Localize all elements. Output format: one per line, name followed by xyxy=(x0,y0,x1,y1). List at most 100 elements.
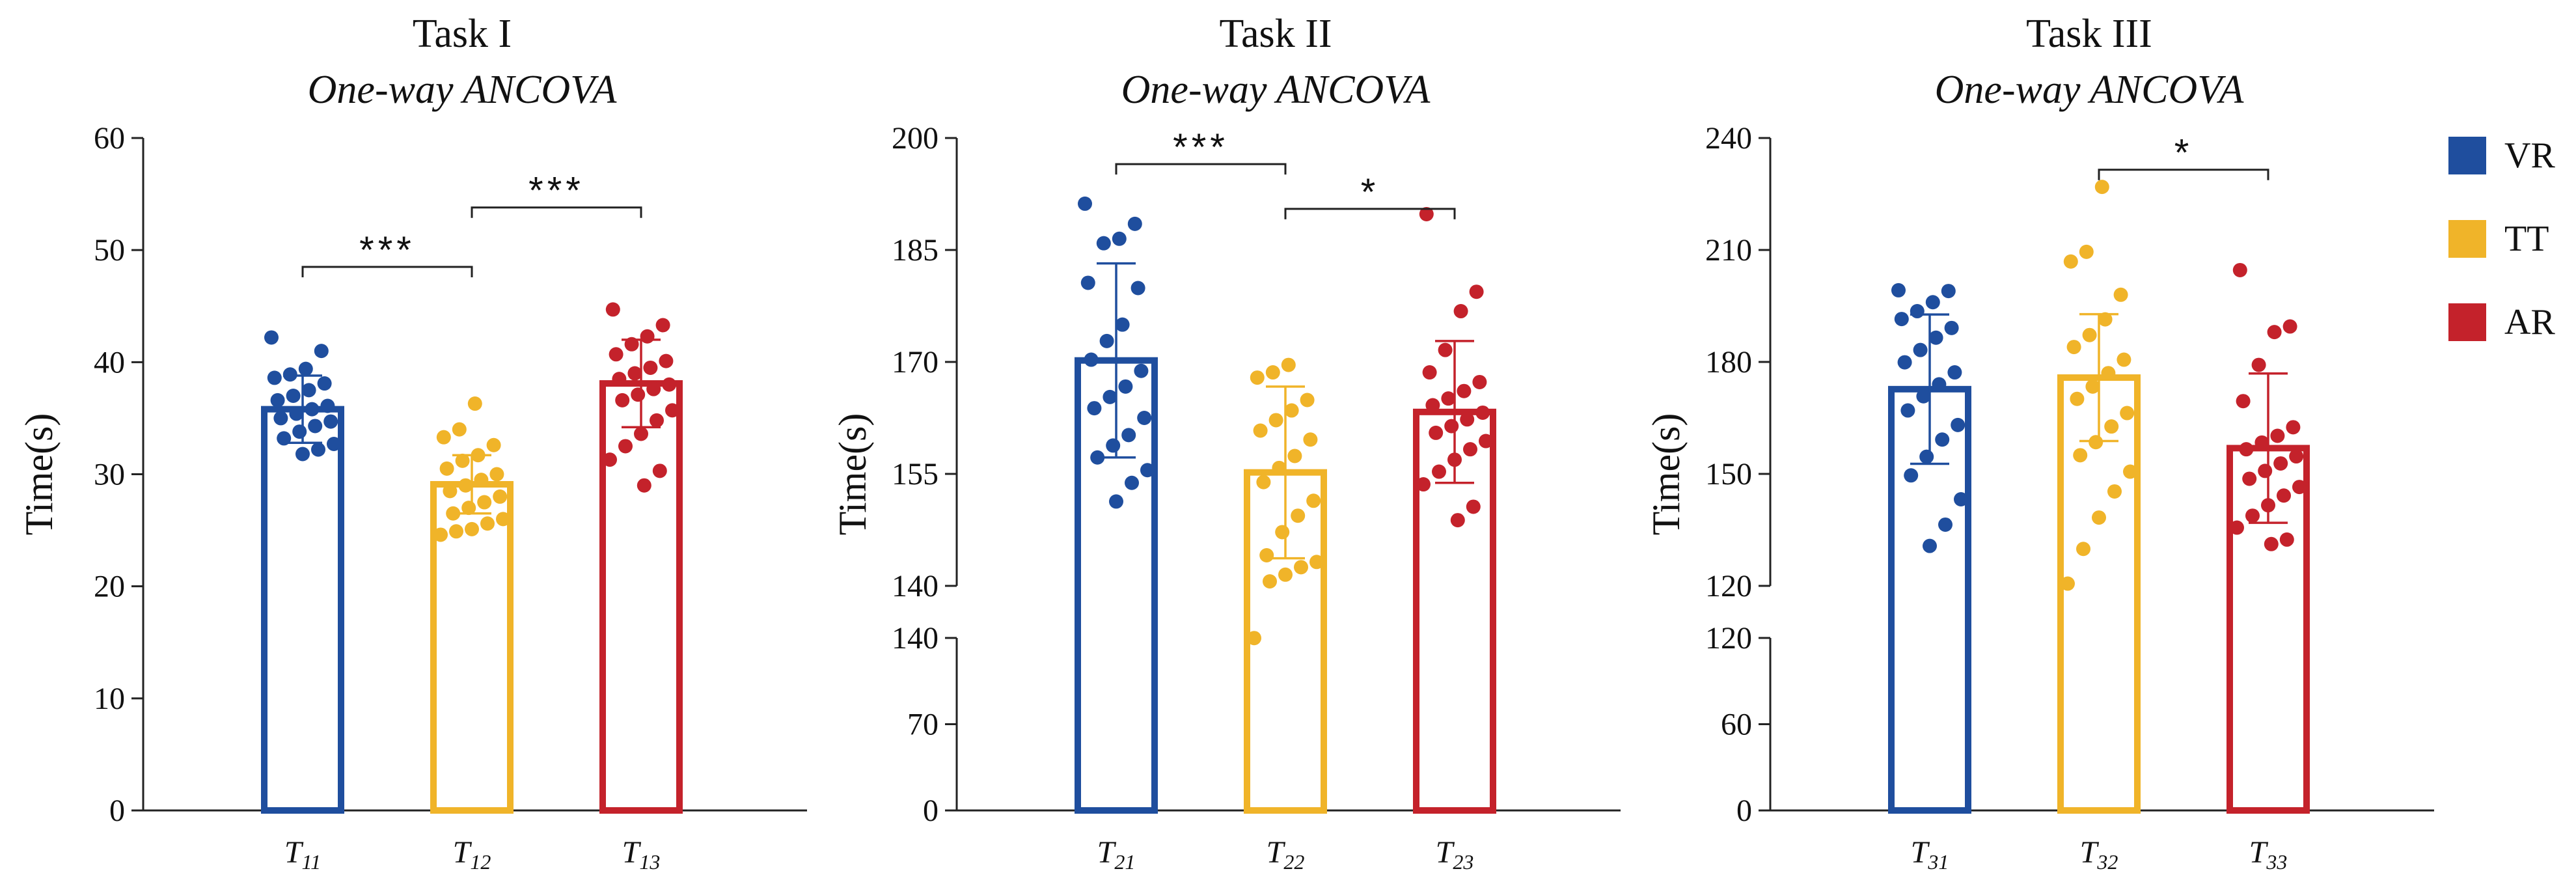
data-point xyxy=(2082,327,2097,342)
data-point xyxy=(1925,295,1940,310)
data-point xyxy=(1137,411,1152,425)
data-point xyxy=(1130,281,1145,296)
data-point xyxy=(2123,464,2137,479)
data-point xyxy=(455,453,470,468)
data-point xyxy=(1928,330,1943,345)
data-point xyxy=(1291,508,1306,523)
data-point xyxy=(308,419,323,434)
y-tick-label: 120 xyxy=(1705,569,1752,603)
data-point xyxy=(1441,391,1456,406)
data-point xyxy=(1447,452,1462,467)
data-point xyxy=(1259,547,1274,562)
data-point xyxy=(2236,394,2251,409)
y-tick-label: 20 xyxy=(94,570,125,604)
data-point xyxy=(2261,498,2275,513)
data-point xyxy=(1247,631,1261,646)
data-point xyxy=(1416,477,1431,492)
chart-title: Task I xyxy=(413,12,512,56)
data-point xyxy=(1115,317,1130,332)
data-point xyxy=(1134,363,1149,378)
data-point xyxy=(1944,320,1959,335)
chart-panel-1: Task I One-way ANCOVA 0 10 20 30 40 50 60 Time(s)… xyxy=(18,12,807,874)
y-tick-label: 200 xyxy=(892,121,939,156)
data-point xyxy=(2120,406,2135,421)
data-point xyxy=(1103,389,1117,404)
data-point xyxy=(646,381,661,396)
y-axis-title: Time(s) xyxy=(18,413,61,536)
y-tick-label: 170 xyxy=(892,345,939,380)
data-point xyxy=(1919,449,1934,464)
legend-swatch-ar xyxy=(2448,303,2486,341)
data-point xyxy=(458,478,473,493)
data-point xyxy=(637,478,651,493)
data-point xyxy=(314,344,329,359)
data-point xyxy=(2264,536,2279,551)
y-tick-label: 140 xyxy=(892,621,939,656)
data-point xyxy=(1897,355,1912,370)
data-point xyxy=(2279,532,2294,547)
data-point xyxy=(2113,287,2128,302)
legend-swatch-vr xyxy=(2448,137,2486,174)
data-point xyxy=(665,403,679,418)
data-point xyxy=(662,377,677,392)
data-point xyxy=(320,398,335,413)
data-point xyxy=(323,414,338,429)
data-point xyxy=(2230,520,2244,535)
data-point xyxy=(2094,180,2109,195)
data-point xyxy=(1916,389,1931,404)
data-point xyxy=(267,370,282,385)
data-point xyxy=(1900,403,1915,418)
y-tick-label: 70 xyxy=(907,708,939,742)
data-point xyxy=(1096,236,1111,251)
data-point xyxy=(1954,491,1968,506)
data-point xyxy=(2089,435,2103,450)
data-point xyxy=(2277,488,2291,503)
data-point xyxy=(609,347,623,362)
data-point xyxy=(1250,370,1265,385)
data-point xyxy=(1432,464,1446,479)
data-point xyxy=(1947,365,1962,380)
data-point xyxy=(1910,304,1925,319)
y-axis-title: Time(s) xyxy=(831,413,874,536)
data-point xyxy=(624,337,639,352)
data-point xyxy=(443,484,458,499)
chart-panel-3: Task III One-way ANCOVA 0 60 120 120 150 180 210… xyxy=(1645,12,2434,874)
data-point xyxy=(2104,419,2119,434)
data-point xyxy=(652,463,667,478)
data-point xyxy=(1265,365,1280,380)
data-point xyxy=(1460,412,1475,427)
data-point xyxy=(1106,438,1121,453)
data-point xyxy=(2282,319,2297,334)
data-point xyxy=(1253,423,1268,438)
data-point xyxy=(1084,352,1099,367)
y-tick-label: 185 xyxy=(892,233,939,268)
y-tick-label: 0 xyxy=(1736,794,1752,828)
data-point xyxy=(2289,449,2304,464)
y-tick-label: 0 xyxy=(109,794,125,828)
y-tick-label: 120 xyxy=(1705,621,1752,656)
data-point xyxy=(1472,374,1487,389)
data-point xyxy=(1125,475,1139,490)
data-point xyxy=(286,388,301,403)
data-point xyxy=(2066,340,2081,355)
bar-1 xyxy=(261,406,344,814)
data-point xyxy=(1913,342,1928,357)
data-point xyxy=(1263,574,1277,589)
significance-label: * xyxy=(1361,171,1380,214)
y-tick-label: 50 xyxy=(94,233,125,268)
data-point xyxy=(1951,417,1966,432)
data-point xyxy=(1272,460,1287,475)
y-tick-label: 10 xyxy=(94,682,125,716)
data-point xyxy=(2258,463,2273,478)
significance-bracket xyxy=(2098,169,2269,180)
data-point xyxy=(1469,284,1484,299)
data-point xyxy=(2267,325,2282,340)
significance-label: *** xyxy=(359,229,415,271)
data-point xyxy=(640,329,655,344)
data-point xyxy=(1268,413,1283,428)
data-point xyxy=(2242,471,2257,486)
x-tick-label: T21 xyxy=(1097,835,1136,874)
data-point xyxy=(1923,538,1937,553)
data-point xyxy=(273,411,288,426)
significance-bracket xyxy=(1284,208,1456,219)
